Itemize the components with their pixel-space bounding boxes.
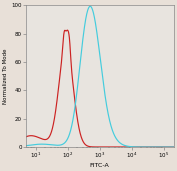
Y-axis label: Normalized To Mode: Normalized To Mode xyxy=(4,48,8,104)
X-axis label: FITC-A: FITC-A xyxy=(90,162,110,168)
